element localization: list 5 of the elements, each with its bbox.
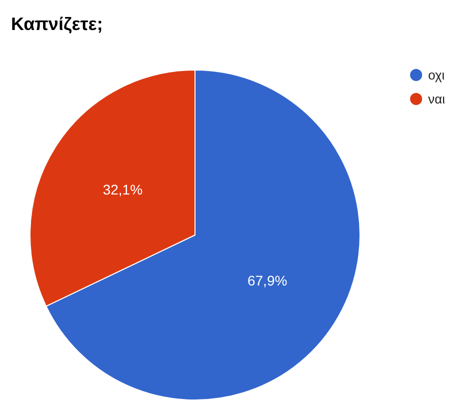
chart-title: Καπνίζετε;: [11, 14, 103, 34]
data-label: 67,9%: [247, 272, 288, 289]
legend-label: οχι: [428, 68, 445, 82]
legend-label: ναι: [428, 92, 446, 106]
data-label: 32,1%: [102, 181, 143, 198]
